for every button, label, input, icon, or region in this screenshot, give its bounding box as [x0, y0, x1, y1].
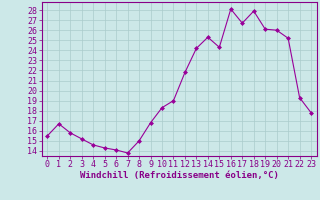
X-axis label: Windchill (Refroidissement éolien,°C): Windchill (Refroidissement éolien,°C) — [80, 171, 279, 180]
